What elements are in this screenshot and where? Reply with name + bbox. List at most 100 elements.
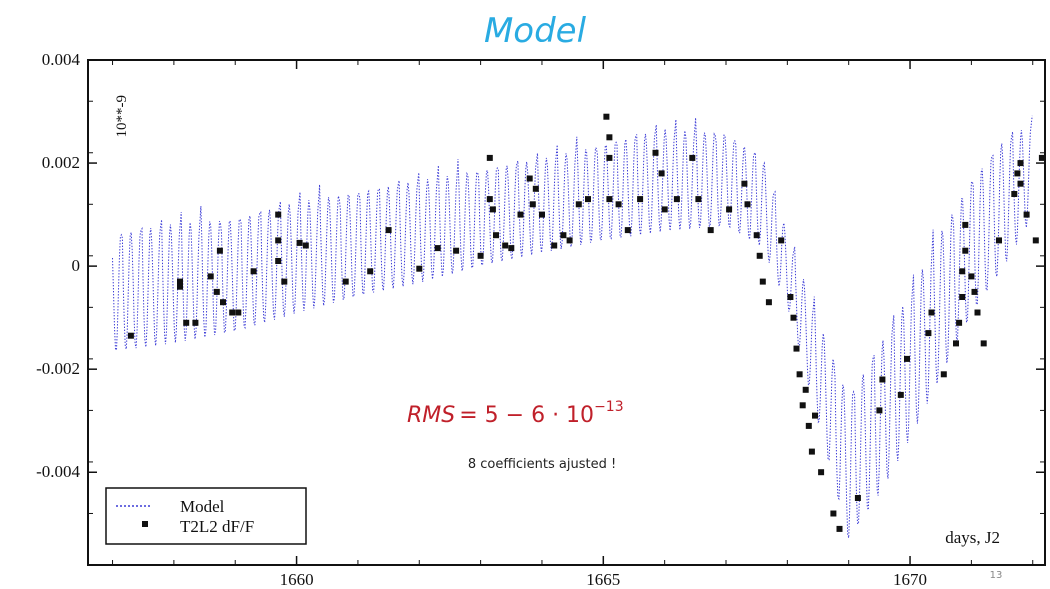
legend: Model T2L2 dF/F — [105, 487, 307, 545]
data-point — [275, 211, 282, 218]
data-point — [812, 412, 818, 419]
data-point — [968, 273, 975, 280]
data-point — [940, 371, 947, 378]
data-point — [971, 288, 978, 295]
rms-value: = 5 − 6 · 10 — [459, 403, 594, 428]
data-point — [296, 239, 303, 246]
data-point — [661, 206, 668, 213]
data-point — [529, 201, 536, 208]
data-point — [489, 206, 496, 213]
data-point — [213, 288, 220, 295]
model-line — [112, 115, 1033, 539]
data-point — [453, 247, 460, 254]
data-point — [606, 196, 613, 203]
data-point — [695, 196, 702, 203]
data-point — [799, 402, 806, 409]
x-tick-label: 1665 — [586, 570, 620, 589]
data-point — [925, 330, 932, 337]
data-point — [796, 371, 803, 378]
data-point — [434, 245, 441, 252]
data-point — [897, 391, 904, 398]
data-point — [603, 113, 610, 120]
data-point — [753, 232, 760, 239]
data-point — [953, 340, 959, 347]
data-point — [744, 201, 751, 208]
slide-title: Model — [484, 11, 587, 51]
data-point — [818, 469, 825, 476]
data-point — [778, 237, 785, 244]
data-point — [805, 422, 812, 429]
data-point — [765, 299, 772, 306]
data-point — [385, 227, 392, 234]
data-point — [756, 252, 763, 259]
data-point — [551, 242, 558, 249]
data-point — [928, 309, 935, 316]
data-point — [956, 319, 963, 326]
data-point — [1038, 154, 1045, 161]
data-point — [486, 154, 493, 161]
data-point — [508, 245, 515, 252]
data-point — [836, 525, 843, 532]
data-point — [207, 273, 214, 280]
x-tick-label: 1660 — [280, 570, 314, 589]
data-point — [342, 278, 349, 285]
data-point — [532, 185, 539, 192]
data-point — [220, 299, 226, 306]
y-tick-label: 0 — [72, 256, 81, 275]
model-series — [112, 115, 1033, 539]
y-tick-label: -0.002 — [36, 359, 80, 378]
data-point — [575, 201, 582, 208]
data-point — [367, 268, 374, 275]
data-point — [904, 355, 910, 362]
data-series-t2l2 — [127, 113, 1045, 532]
legend-label-model: Model — [180, 497, 225, 516]
x-axis: 1660 1665 1670 — [112, 60, 1034, 589]
y-tick-label: -0.004 — [36, 462, 80, 481]
y-axis: 0.004 0.002 0 -0.002 -0.004 — [36, 50, 1045, 514]
data-point — [974, 309, 981, 316]
data-point — [830, 510, 837, 517]
data-point — [854, 495, 861, 501]
data-point — [980, 340, 987, 347]
data-point — [235, 309, 242, 316]
data-point — [808, 448, 815, 455]
data-point — [250, 268, 257, 275]
data-point — [177, 278, 183, 285]
data-point — [959, 294, 966, 300]
coefficients-note: 8 coefficients ajusted ! — [468, 457, 616, 472]
data-point — [790, 314, 797, 321]
data-point — [962, 247, 969, 254]
data-point — [1017, 180, 1024, 187]
data-point — [192, 319, 199, 326]
rms-exponent: −13 — [594, 399, 624, 415]
data-point — [216, 247, 223, 254]
data-point — [707, 227, 714, 234]
svg-text:RMS= 5 − 6 · 10−13: RMS = 5 − 6 · 10−13 — [407, 399, 624, 428]
data-point — [477, 252, 484, 259]
data-point — [493, 232, 499, 239]
data-point — [624, 227, 631, 234]
data-point — [673, 196, 680, 203]
data-point — [502, 242, 509, 249]
data-point — [560, 232, 567, 239]
data-point — [658, 170, 665, 177]
data-point — [486, 196, 493, 203]
data-point — [566, 237, 573, 244]
plot-frame — [87, 59, 1046, 566]
rms-label: RMS — [407, 403, 455, 428]
x-tick-label: 1670 — [893, 570, 927, 589]
data-point — [585, 196, 591, 203]
data-point — [302, 242, 309, 249]
data-point — [281, 278, 288, 285]
data-point — [802, 386, 809, 393]
data-point — [962, 221, 969, 228]
data-point — [996, 237, 1002, 244]
data-point — [1011, 191, 1018, 197]
legend-box — [105, 487, 307, 545]
data-point — [177, 283, 183, 290]
data-point — [726, 206, 733, 213]
data-point — [689, 154, 696, 161]
data-point — [1017, 160, 1024, 167]
data-point — [959, 268, 966, 275]
